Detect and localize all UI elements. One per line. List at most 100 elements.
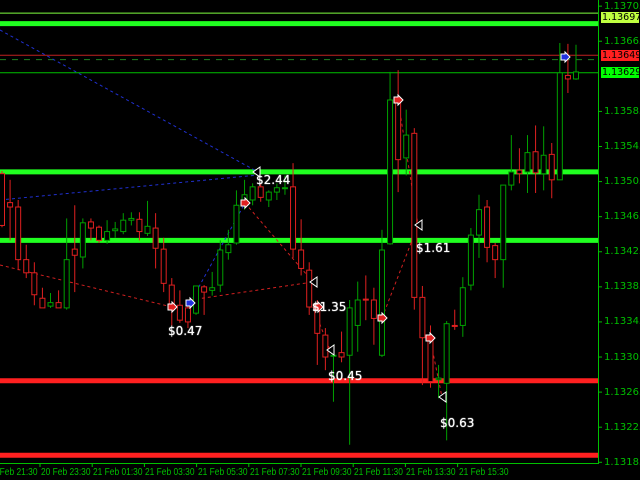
time-tick-label: 21 Feb 15:30 bbox=[458, 467, 509, 478]
candle-body bbox=[281, 187, 288, 190]
candle-body bbox=[411, 132, 418, 298]
trade-label: $1.61 bbox=[416, 241, 451, 255]
price-tick-label: 1.13665 bbox=[604, 35, 640, 47]
candle-body bbox=[362, 298, 369, 301]
candle-body bbox=[160, 248, 167, 284]
candle-body bbox=[47, 302, 54, 307]
price-tick-label: 1.13305 bbox=[604, 351, 640, 363]
candle-body bbox=[443, 323, 450, 384]
candle-body bbox=[459, 287, 466, 326]
candle-body bbox=[136, 218, 143, 233]
price-tick-label: 1.13265 bbox=[604, 386, 640, 398]
sell-arrow-icon bbox=[313, 300, 324, 314]
candle-body bbox=[273, 187, 280, 193]
candle-body bbox=[419, 296, 426, 339]
candle-body bbox=[338, 352, 345, 358]
candle-body bbox=[516, 169, 523, 175]
time-tick-label: 20 Feb 23:30 bbox=[41, 467, 91, 478]
candle-body bbox=[378, 249, 385, 356]
candle-body bbox=[7, 202, 14, 208]
candle-body bbox=[524, 152, 531, 173]
candle-body bbox=[79, 222, 86, 258]
candle-body bbox=[55, 302, 62, 309]
time-tick-label: 21 Feb 07:30 bbox=[249, 467, 300, 478]
candle-body bbox=[354, 299, 361, 326]
trade-label: $0.45 bbox=[328, 369, 363, 383]
close-marker-icon bbox=[326, 344, 335, 356]
candle-body bbox=[346, 307, 353, 356]
price-tick-label: 1.13425 bbox=[604, 246, 640, 258]
trade-label: $0.47 bbox=[168, 324, 203, 338]
candle-body bbox=[322, 334, 329, 358]
candle-body bbox=[209, 287, 216, 291]
time-tick-label: 21 Feb 11:30 bbox=[354, 467, 404, 478]
candle-body bbox=[193, 285, 200, 314]
candle-body bbox=[63, 259, 70, 309]
time-tick-label: 21 Feb 09:30 bbox=[302, 467, 352, 478]
trade-label: $1.35 bbox=[312, 300, 347, 314]
candle-body bbox=[395, 99, 402, 161]
trade-label: $0.63 bbox=[440, 416, 475, 430]
price-tick-label: 1.13505 bbox=[604, 176, 640, 188]
price-tick-label: 1.13705 bbox=[604, 0, 640, 12]
candle-body bbox=[475, 209, 482, 236]
candle-body bbox=[500, 184, 507, 261]
candle-body bbox=[120, 219, 127, 233]
candle-body bbox=[484, 206, 491, 248]
trade-line-blue bbox=[0, 174, 259, 201]
sell-arrow-icon bbox=[240, 196, 251, 210]
candle-body bbox=[540, 154, 547, 175]
candle-body bbox=[217, 249, 224, 286]
price-tick-label: 1.13545 bbox=[604, 140, 640, 152]
trade-line-blue bbox=[0, 29, 259, 173]
candle-body bbox=[128, 217, 135, 221]
time-tick-label: 21 Feb 13:30 bbox=[406, 467, 456, 478]
price-tick-label: 1.13345 bbox=[604, 316, 640, 328]
candle-body bbox=[306, 269, 313, 308]
candle-body bbox=[427, 337, 434, 383]
candle-body bbox=[257, 186, 264, 198]
candle-body bbox=[39, 297, 46, 309]
sell-arrow-icon bbox=[425, 331, 436, 345]
trade-line-red bbox=[189, 281, 314, 301]
candle-body bbox=[492, 245, 499, 261]
candle-body bbox=[104, 231, 111, 241]
buy-arrow-icon bbox=[185, 296, 196, 310]
price-tick-label: 1.13385 bbox=[604, 281, 640, 293]
candle-body bbox=[23, 259, 30, 274]
price-tick-label: 1.13465 bbox=[604, 211, 640, 223]
trade-line-red bbox=[381, 224, 419, 319]
close-marker-icon bbox=[252, 166, 261, 178]
time-tick-label: 20 Feb 21:30 bbox=[0, 467, 38, 478]
candle-body bbox=[532, 151, 539, 174]
candle-body bbox=[249, 186, 256, 201]
candle-body bbox=[31, 272, 38, 296]
candle-body bbox=[176, 304, 183, 321]
sell-arrow-icon bbox=[167, 300, 178, 314]
candle-body bbox=[290, 186, 297, 250]
price-tag-bid: 1.13629 bbox=[601, 67, 640, 78]
close-marker-icon bbox=[414, 219, 423, 231]
candle-body bbox=[87, 221, 94, 229]
trade-line-red bbox=[429, 337, 443, 398]
candle-body bbox=[556, 72, 563, 181]
candle-body bbox=[112, 228, 119, 232]
candle-body bbox=[71, 248, 78, 256]
candle-body bbox=[467, 234, 474, 286]
time-tick-label: 21 Feb 01:30 bbox=[93, 467, 143, 478]
candle-body bbox=[96, 226, 103, 241]
time-tick-label: 21 Feb 05:30 bbox=[197, 467, 248, 478]
price-tag-top: 1.13697 bbox=[601, 12, 640, 23]
candle-body bbox=[451, 324, 458, 327]
candle-body bbox=[298, 249, 305, 269]
price-tick-label: 1.13225 bbox=[604, 421, 640, 433]
candle-body bbox=[265, 191, 272, 201]
close-marker-icon bbox=[309, 276, 318, 288]
candle-body bbox=[370, 299, 377, 319]
candle-body bbox=[225, 244, 232, 254]
close-marker-icon bbox=[438, 391, 447, 403]
candle-body bbox=[233, 204, 240, 244]
price-tick-label: 1.13585 bbox=[604, 105, 640, 117]
candle-body bbox=[152, 227, 159, 249]
